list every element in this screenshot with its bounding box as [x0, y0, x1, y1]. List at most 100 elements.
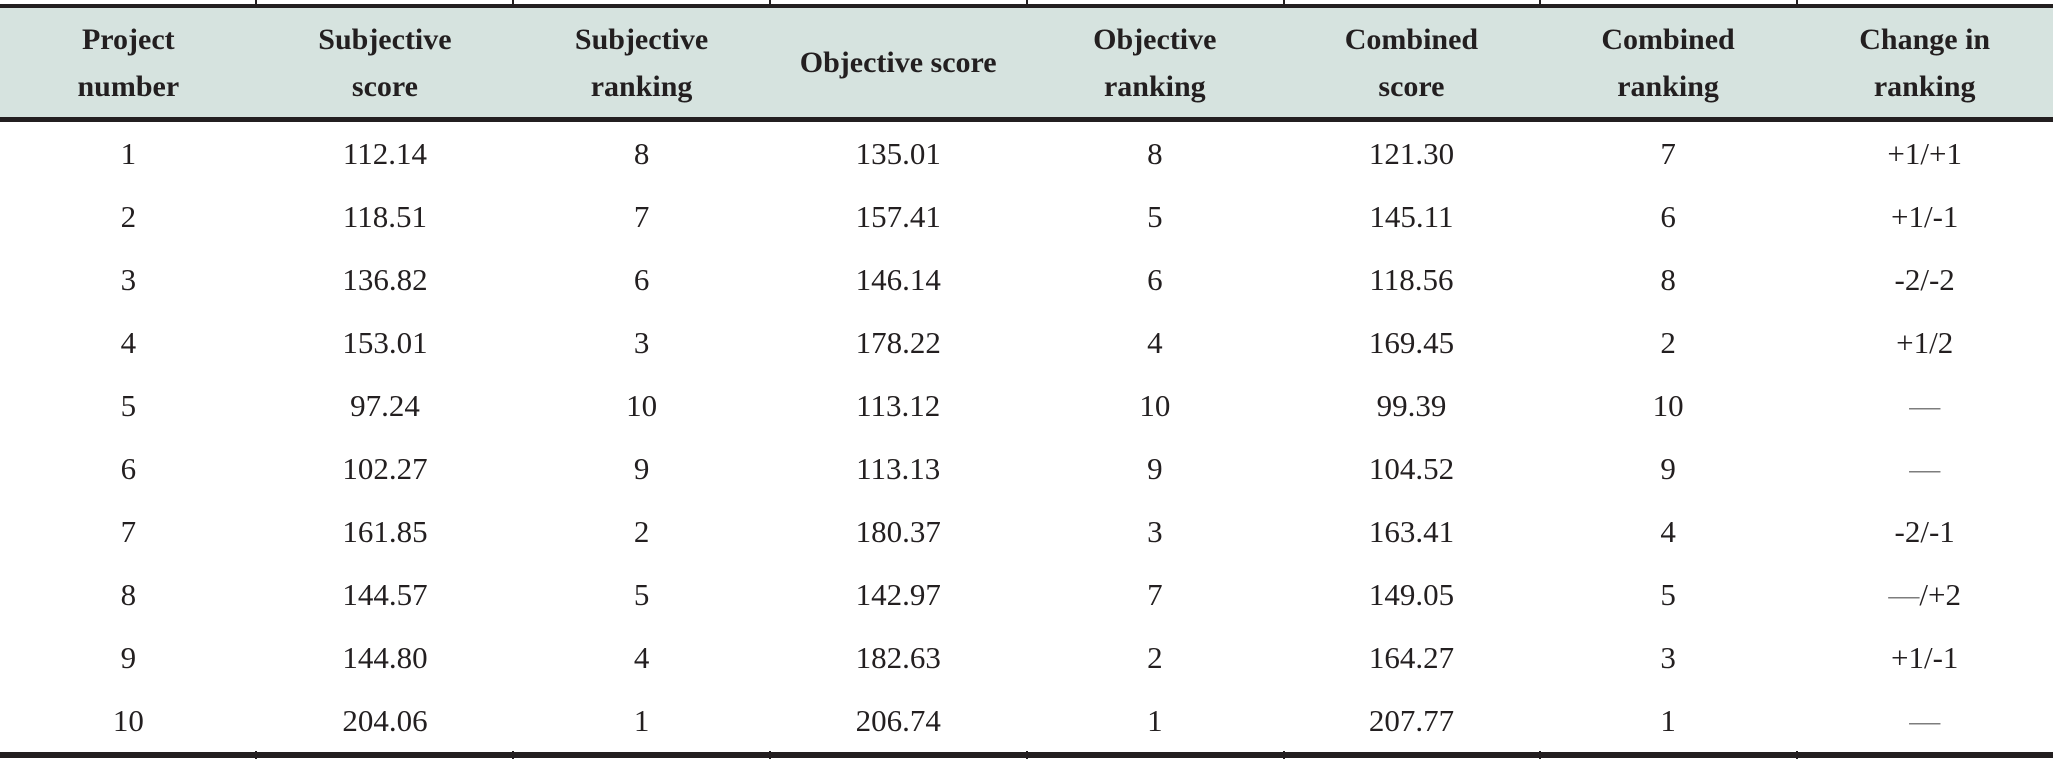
column-tick: [1026, 0, 1028, 8]
cell-combined-ranking: 7: [1660, 135, 1676, 171]
cell-objective-score: 142.97: [855, 576, 941, 612]
header-line: Subjective: [574, 22, 709, 56]
cell-combined-ranking: 10: [1652, 387, 1684, 423]
cell-change-in-ranking: -2/-1: [1894, 513, 1955, 549]
cell-project-number: 8: [120, 576, 137, 612]
cell-subjective-ranking: 5: [633, 576, 650, 612]
column-tick: [1796, 0, 1798, 8]
header-combined-score: Combined score: [1283, 8, 1540, 117]
cell-subjective-score: 161.85: [342, 513, 428, 549]
cell-subjective-ranking: 6: [633, 261, 650, 297]
cell-change-in-ranking: —: [1796, 374, 2053, 437]
table-row: 1 112.14 8 135.01 8 121.30 7 +1/+1: [0, 122, 2053, 185]
cell-change-in-ranking: +1/2: [1896, 324, 1954, 360]
cell-subjective-score: 118.51: [342, 198, 427, 234]
cell-change-in-ranking: +1/+1: [1887, 135, 1962, 171]
column-tick: [1539, 0, 1541, 8]
cell-objective-ranking: 2: [1147, 639, 1163, 675]
cell-subjective-score: 204.06: [342, 702, 428, 738]
cell-subjective-score: 144.57: [342, 576, 428, 612]
header-line: Combined: [1601, 22, 1735, 56]
cell-change-in-ranking: +1/-1: [1890, 198, 1959, 234]
header-line: number: [77, 69, 180, 103]
em-dash: —: [1909, 387, 1941, 423]
cell-combined-ranking: 8: [1660, 261, 1676, 297]
em-dash: —: [1909, 450, 1941, 486]
cell-objective-score: 113.13: [856, 450, 941, 486]
table-body: 1 112.14 8 135.01 8 121.30 7 +1/+1 2 118…: [0, 122, 2053, 752]
cell-objective-score: 180.37: [855, 513, 941, 549]
column-tick: [1026, 751, 1028, 759]
cell-combined-ranking: 1: [1660, 702, 1676, 738]
cell-project-number: 4: [120, 324, 137, 360]
cell-combined-score: 104.52: [1368, 450, 1455, 486]
cell-project-number: 3: [120, 261, 137, 297]
cell-objective-score: 113.12: [856, 387, 941, 423]
cell-objective-score: 178.22: [855, 324, 941, 360]
table-header-row: Project number Subjective score Subjecti…: [0, 8, 2053, 117]
cell-objective-score: 182.63: [855, 639, 941, 675]
cell-objective-score: 157.41: [855, 198, 941, 234]
header-objective-score: Objective score: [770, 8, 1027, 117]
cell-subjective-ranking: 1: [633, 702, 650, 738]
cell-subjective-ranking: 4: [633, 639, 650, 675]
header-line: Objective score: [799, 46, 997, 79]
cell-subjective-ranking: 10: [626, 387, 658, 423]
cell-subjective-score: 153.01: [342, 324, 428, 360]
cell-subjective-score: 102.27: [342, 450, 428, 486]
table-row: 2 118.51 7 157.41 5 145.11 6 +1/-1: [0, 185, 2053, 248]
column-tick: [512, 751, 514, 759]
header-line: Objective: [1093, 22, 1217, 56]
cell-project-number: 7: [120, 513, 137, 549]
cell-combined-ranking: 3: [1660, 639, 1676, 675]
cell-combined-score: 118.56: [1369, 261, 1454, 297]
header-subjective-score: Subjective score: [257, 8, 514, 117]
header-line: ranking: [590, 69, 693, 103]
cell-change-in-ranking: —: [1796, 437, 2053, 500]
cell-objective-ranking: 4: [1147, 324, 1163, 360]
cell-change-in-ranking: —: [1796, 689, 2053, 752]
cell-subjective-score: 136.82: [342, 261, 428, 297]
cell-subjective-ranking: 2: [633, 513, 650, 549]
cell-objective-ranking: 6: [1147, 261, 1163, 297]
header-objective-ranking: Objective ranking: [1027, 8, 1284, 117]
column-tick: [1283, 751, 1285, 759]
cell-objective-score: 206.74: [855, 702, 941, 738]
table-row: 4 153.01 3 178.22 4 169.45 2 +1/2: [0, 311, 2053, 374]
header-line: Combined: [1344, 22, 1479, 56]
header-subjective-ranking: Subjective ranking: [513, 8, 770, 117]
cell-combined-ranking: 4: [1660, 513, 1676, 549]
cell-combined-score: 169.45: [1368, 324, 1455, 360]
cell-objective-ranking: 10: [1139, 387, 1171, 423]
cell-objective-ranking: 5: [1147, 198, 1163, 234]
column-tick: [255, 0, 257, 8]
header-line: Change in: [1859, 22, 1991, 56]
em-dash: —: [1888, 576, 1920, 612]
table-row: 8 144.57 5 142.97 7 149.05 5 —/+2: [0, 563, 2053, 626]
cell-subjective-score: 112.14: [342, 135, 427, 171]
table-row: 7 161.85 2 180.37 3 163.41 4 -2/-1: [0, 500, 2053, 563]
table-row: 5 97.24 10 113.12 10 99.39 10 —: [0, 374, 2053, 437]
cell-combined-ranking: 6: [1660, 198, 1676, 234]
cell-subjective-score: 97.24: [350, 387, 420, 423]
cell-combined-score: 99.39: [1376, 387, 1447, 423]
cell-combined-score: 145.11: [1369, 198, 1454, 234]
cell-combined-score: 164.27: [1368, 639, 1455, 675]
cell-subjective-score: 144.80: [342, 639, 428, 675]
cell-combined-ranking: 2: [1660, 324, 1676, 360]
cell-objective-score: 146.14: [855, 261, 941, 297]
header-line: Project: [81, 22, 175, 56]
column-tick: [1539, 751, 1541, 759]
cell-objective-ranking: 9: [1147, 450, 1163, 486]
header-line: score: [1378, 69, 1445, 103]
cell-project-number: 5: [120, 387, 137, 423]
column-tick: [255, 751, 257, 759]
cell-combined-ranking: 9: [1660, 450, 1676, 486]
cell-change-in-ranking: -2/-2: [1894, 261, 1955, 297]
header-change-in-ranking: Change in ranking: [1796, 8, 2053, 117]
header-project-number: Project number: [0, 8, 257, 117]
header-line: ranking: [1103, 69, 1206, 103]
cell-combined-ranking: 5: [1660, 576, 1676, 612]
cell-objective-ranking: 1: [1147, 702, 1163, 738]
